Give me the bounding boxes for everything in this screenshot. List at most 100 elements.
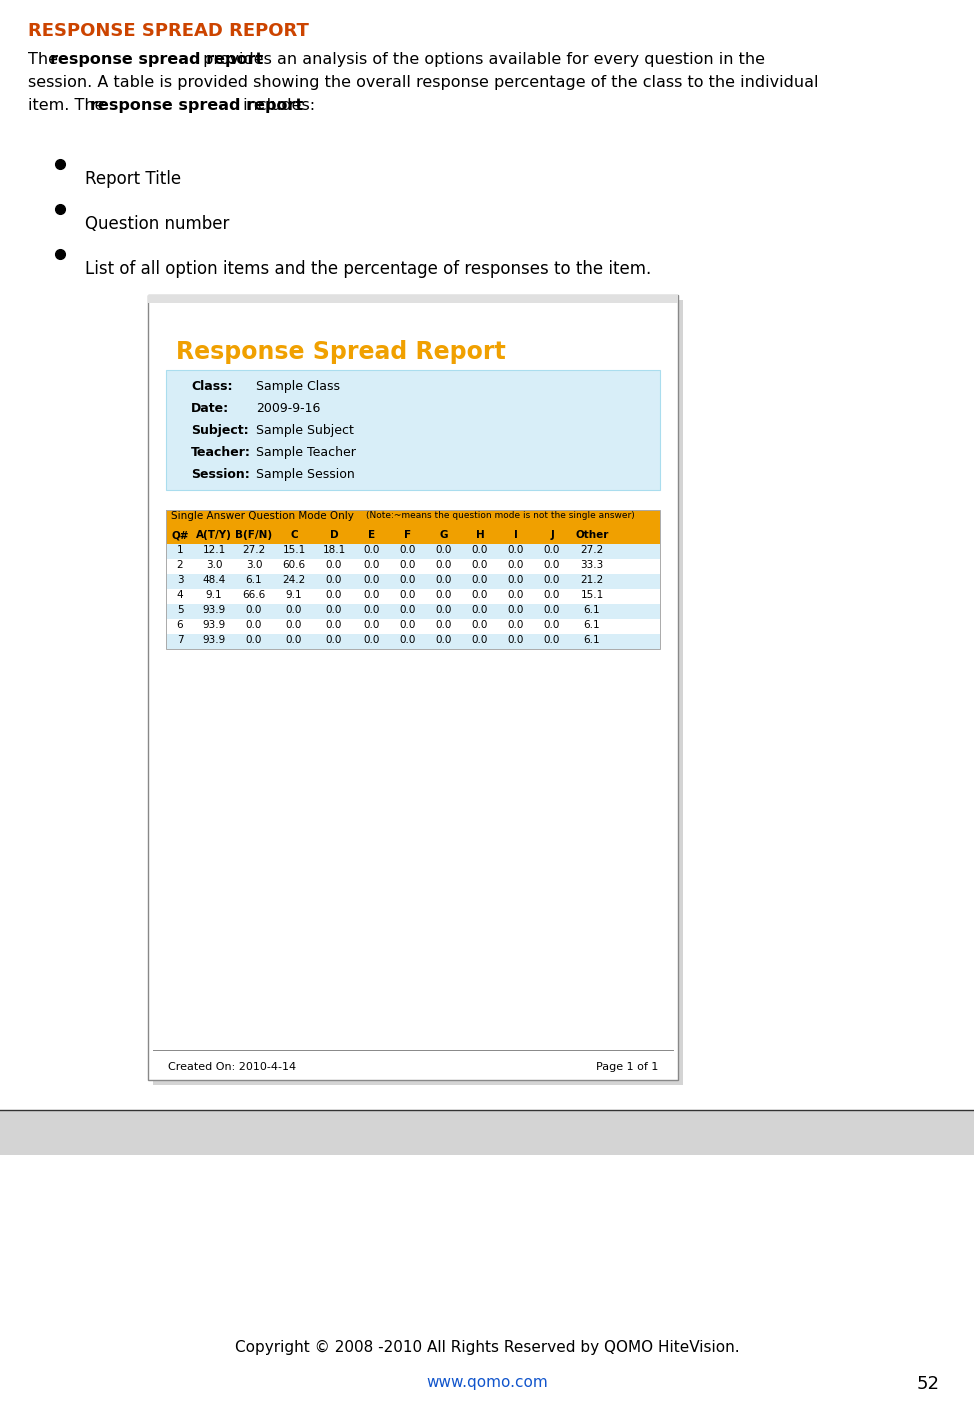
Text: 33.3: 33.3 [581,559,604,571]
Text: D: D [329,530,338,539]
Text: Teacher:: Teacher: [191,446,251,459]
Text: 0.0: 0.0 [435,634,452,646]
Text: J: J [550,530,554,539]
Text: 27.2: 27.2 [243,545,266,555]
Text: 9.1: 9.1 [206,590,222,600]
Text: 0.0: 0.0 [543,634,560,646]
Text: Sample Class: Sample Class [256,379,340,394]
Text: 2: 2 [176,559,183,571]
Text: 0.0: 0.0 [399,620,416,630]
Text: 0.0: 0.0 [285,620,302,630]
Text: 0.0: 0.0 [435,575,452,585]
Text: Single Answer Question Mode Only: Single Answer Question Mode Only [171,511,354,521]
Text: Response Spread Report: Response Spread Report [176,340,506,364]
Text: 0.0: 0.0 [543,575,560,585]
Text: 0.0: 0.0 [471,545,488,555]
Text: session. A table is provided showing the overall response percentage of the clas: session. A table is provided showing the… [28,75,818,91]
Text: 6.1: 6.1 [583,605,600,615]
Text: 3.0: 3.0 [206,559,222,571]
Text: response spread report: response spread report [50,52,263,67]
Text: 24.2: 24.2 [282,575,306,585]
FancyBboxPatch shape [166,634,660,649]
Text: 6.1: 6.1 [583,634,600,646]
Text: 0.0: 0.0 [326,634,342,646]
Text: (Note:~means the question mode is not the single answer): (Note:~means the question mode is not th… [366,511,635,520]
Text: Date:: Date: [191,402,229,415]
Text: RESPONSE SPREAD REPORT: RESPONSE SPREAD REPORT [28,23,309,40]
Text: 0.0: 0.0 [435,545,452,555]
Text: 93.9: 93.9 [203,605,226,615]
Text: Created On: 2010-4-14: Created On: 2010-4-14 [168,1062,296,1072]
Text: H: H [475,530,484,539]
Text: 0.0: 0.0 [245,634,262,646]
Text: 0.0: 0.0 [543,620,560,630]
Text: 0.0: 0.0 [507,590,524,600]
FancyBboxPatch shape [166,559,660,573]
FancyBboxPatch shape [0,1110,974,1155]
FancyBboxPatch shape [166,370,660,490]
Text: 0.0: 0.0 [364,605,380,615]
Text: 1: 1 [176,545,183,555]
FancyBboxPatch shape [166,619,660,634]
Text: 0.0: 0.0 [471,575,488,585]
Text: 2009-9-16: 2009-9-16 [256,402,320,415]
Text: Class:: Class: [191,379,233,394]
Text: I: I [514,530,518,539]
Text: 48.4: 48.4 [203,575,226,585]
Text: 0.0: 0.0 [471,605,488,615]
Text: 0.0: 0.0 [326,590,342,600]
Text: 18.1: 18.1 [322,545,346,555]
FancyBboxPatch shape [148,295,678,1080]
Text: 15.1: 15.1 [581,590,604,600]
Text: 0.0: 0.0 [507,575,524,585]
Text: The: The [28,52,63,67]
FancyBboxPatch shape [166,510,660,528]
Text: 0.0: 0.0 [364,559,380,571]
Text: 0.0: 0.0 [543,590,560,600]
Text: 93.9: 93.9 [203,620,226,630]
FancyBboxPatch shape [166,544,660,559]
Text: 0.0: 0.0 [471,620,488,630]
Text: List of all option items and the percentage of responses to the item.: List of all option items and the percent… [85,261,652,278]
Text: 0.0: 0.0 [399,545,416,555]
Text: 93.9: 93.9 [203,634,226,646]
Text: 12.1: 12.1 [203,545,226,555]
Text: 0.0: 0.0 [435,590,452,600]
Text: 15.1: 15.1 [282,545,306,555]
Text: 3: 3 [176,575,183,585]
Text: 21.2: 21.2 [581,575,604,585]
Text: includes:: includes: [238,98,316,113]
FancyBboxPatch shape [166,605,660,619]
Text: Sample Session: Sample Session [256,469,355,481]
Text: 0.0: 0.0 [364,634,380,646]
Text: 6.1: 6.1 [245,575,262,585]
Text: 52: 52 [917,1375,940,1393]
Text: 7: 7 [176,634,183,646]
Text: 0.0: 0.0 [507,634,524,646]
Text: 0.0: 0.0 [285,634,302,646]
Text: 0.0: 0.0 [326,575,342,585]
Text: Subject:: Subject: [191,423,248,438]
Text: Sample Teacher: Sample Teacher [256,446,356,459]
Text: 0.0: 0.0 [245,620,262,630]
Text: 0.0: 0.0 [471,634,488,646]
Text: 0.0: 0.0 [326,620,342,630]
Text: 0.0: 0.0 [399,605,416,615]
Text: 27.2: 27.2 [581,545,604,555]
Text: 0.0: 0.0 [543,545,560,555]
Text: Other: Other [576,530,609,539]
FancyBboxPatch shape [166,589,660,605]
Text: provides an analysis of the options available for every question in the: provides an analysis of the options avai… [198,52,765,67]
Text: F: F [404,530,412,539]
Text: 0.0: 0.0 [245,605,262,615]
Text: C: C [290,530,298,539]
Text: 0.0: 0.0 [507,545,524,555]
Text: Sample Subject: Sample Subject [256,423,354,438]
Text: 9.1: 9.1 [285,590,302,600]
FancyBboxPatch shape [166,573,660,589]
Text: E: E [368,530,376,539]
Text: 0.0: 0.0 [507,559,524,571]
Text: 0.0: 0.0 [435,559,452,571]
Text: 4: 4 [176,590,183,600]
Text: 0.0: 0.0 [364,620,380,630]
